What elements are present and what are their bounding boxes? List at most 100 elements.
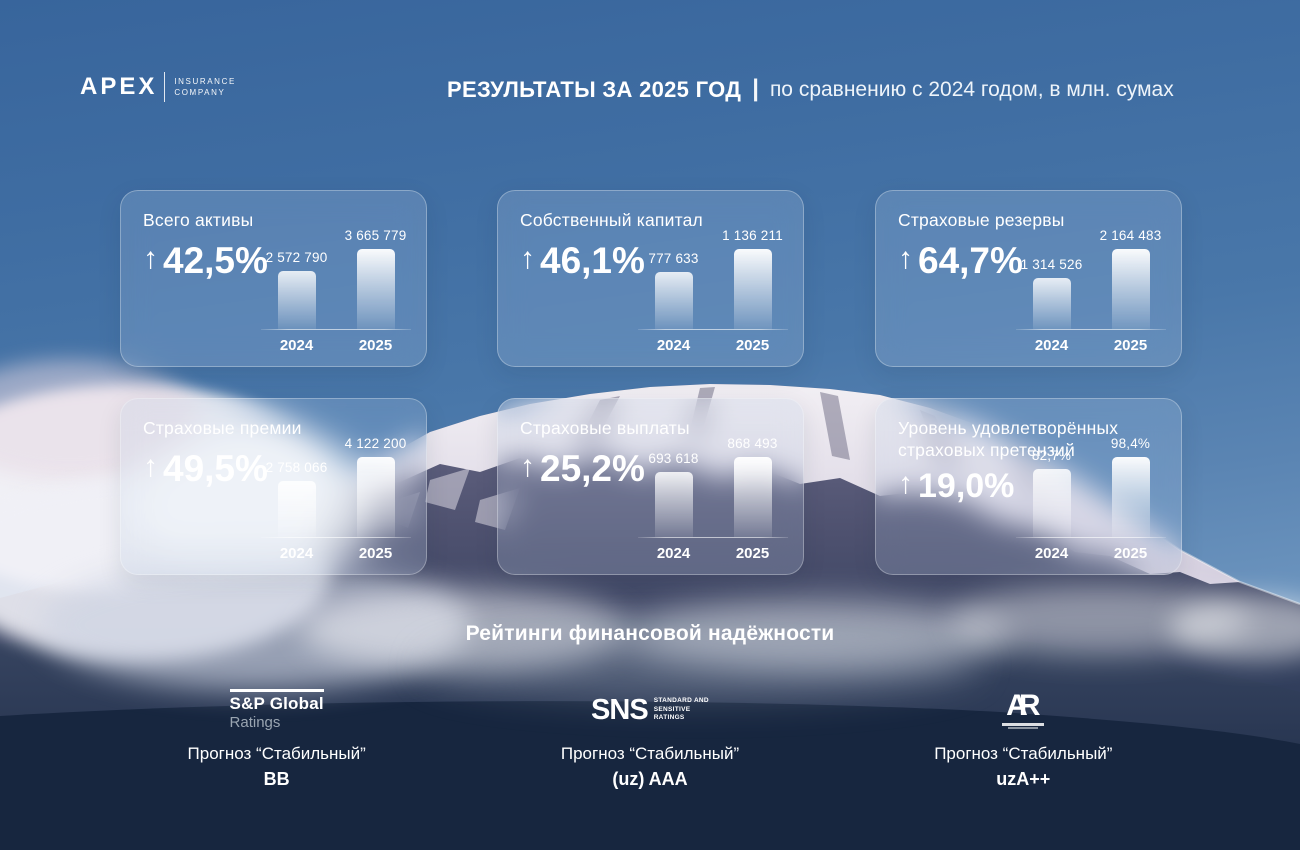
bar-group: 82,7% 98,4% — [1016, 431, 1166, 537]
delta-value: ↑ 64,7% — [898, 240, 1181, 282]
bar-value-label: 4 122 200 — [344, 435, 407, 451]
bar-column-2025: 98,4% — [1095, 436, 1166, 537]
bar-column-2025: 1 136 211 — [717, 228, 788, 329]
bar-column-2024: 82,7% — [1016, 448, 1087, 537]
bar-value-label: 1 314 526 — [1020, 256, 1083, 272]
rating-grade: BB — [263, 769, 290, 789]
bar-value-label: 693 618 — [648, 450, 699, 466]
bar-2024 — [277, 480, 316, 537]
chart-baseline — [261, 536, 411, 538]
delta-percent: 49,5% — [163, 448, 268, 490]
outlook-label: Прогноз “Стабильный” — [934, 744, 1113, 763]
ar-logo-letter-a: A — [1006, 689, 1028, 723]
year-label: 2024 — [279, 337, 314, 354]
card-title: Страховые выплаты — [520, 418, 690, 438]
rating-sp-global: S&P Global Ratings Прогноз “Стабильный” … — [90, 684, 463, 790]
year-label: 2024 — [1034, 545, 1069, 562]
sns-side-line1: STANDARD AND — [653, 697, 709, 705]
bar-group: 777 633 1 136 211 — [638, 223, 788, 329]
bar-2025 — [733, 456, 772, 537]
year-axis: 2024 2025 — [638, 538, 788, 562]
bar-2025 — [1111, 248, 1150, 329]
sns-logo-text: SNS — [591, 693, 649, 726]
bar-column-2025: 2 164 483 — [1095, 228, 1166, 329]
bar-chart: 82,7% 98,4% 2024 2025 — [1016, 431, 1166, 562]
bar-2025 — [733, 248, 772, 329]
bar-2024 — [654, 471, 693, 537]
delta-percent: 46,1% — [540, 240, 645, 282]
apex-logo: APEX INSURANCE COMPANY — [80, 72, 236, 102]
year-label: 2024 — [656, 337, 691, 354]
chart-baseline — [1016, 536, 1166, 538]
rating-grade: (uz) AAA — [612, 769, 688, 789]
metric-card-premiums: Страховые премии ↑ 49,5% 2 758 066 4 122… — [120, 398, 427, 575]
ar-logo-letter-r: R — [1018, 689, 1041, 723]
bar-chart: 777 633 1 136 211 2024 2025 — [638, 223, 788, 354]
apex-logo-subtitle: INSURANCE COMPANY — [174, 76, 236, 98]
bar-group: 693 618 868 493 — [638, 431, 788, 537]
year-label: 2025 — [358, 545, 393, 562]
bar-column-2024: 777 633 — [638, 251, 709, 329]
page-title: РЕЗУЛЬТАТЫ ЗА 2025 ГОД | по сравнению с … — [447, 75, 1174, 104]
rating-sns: SNS STANDARD AND SENSITIVE RATINGS Прогн… — [463, 684, 836, 790]
delta-value: ↑ 25,2% — [520, 448, 803, 490]
metric-card-equity: Собственный капитал ↑ 46,1% 777 633 1 13… — [497, 190, 804, 367]
year-label: 2024 — [1034, 337, 1069, 354]
bar-chart: 693 618 868 493 2024 2025 — [638, 431, 788, 562]
card-title: Уровень удовлетворённых страховых претен… — [898, 418, 1119, 461]
year-label: 2025 — [1113, 337, 1148, 354]
delta-percent: 19,0% — [918, 466, 1015, 505]
page-title-bold: РЕЗУЛЬТАТЫ ЗА 2025 ГОД — [447, 77, 742, 102]
ratings-heading: Рейтинги финансовой надёжности — [465, 622, 835, 645]
sns-side-line2: SENSITIVE — [653, 705, 691, 713]
year-label: 2024 — [656, 545, 691, 562]
bar-value-label: 82,7% — [1031, 447, 1072, 463]
metric-card-claims-satisfaction: Уровень удовлетворённых страховых претен… — [875, 398, 1182, 575]
bar-value-label: 2 572 790 — [265, 249, 328, 265]
year-label: 2024 — [279, 545, 314, 562]
sns-logo: SNS STANDARD AND SENSITIVE RATINGS — [591, 684, 709, 736]
delta-value: ↑ 49,5% — [143, 448, 426, 490]
bar-value-label: 868 493 — [727, 435, 778, 451]
bar-2024 — [654, 271, 693, 329]
chart-baseline — [1016, 328, 1166, 330]
page-title-subtitle: по сравнению с 2024 годом, в млн. сумах — [769, 78, 1174, 101]
bar-column-2025: 4 122 200 — [340, 436, 411, 537]
ar-logo: A R — [1002, 684, 1045, 736]
up-arrow-icon: ↑ — [143, 242, 158, 276]
title-separator: | — [752, 75, 759, 102]
outlook-label: Прогноз “Стабильный” — [560, 744, 740, 763]
bar-group: 2 758 066 4 122 200 — [261, 431, 411, 537]
bar-value-label: 1 136 211 — [722, 227, 783, 243]
metric-card-total-assets: Всего активы ↑ 42,5% 2 572 790 3 665 779… — [120, 190, 427, 367]
card-title: Всего активы — [143, 210, 254, 230]
year-axis: 2024 2025 — [1016, 538, 1166, 562]
apex-logo-sub-line1: INSURANCE — [174, 76, 236, 86]
year-label: 2025 — [358, 337, 393, 354]
rating-ar: A R Прогноз “Стабильный” uzA++ — [837, 684, 1210, 790]
bar-column-2024: 693 618 — [638, 451, 709, 537]
ratings-row: S&P Global Ratings Прогноз “Стабильный” … — [90, 684, 1210, 790]
outlook-label: Прогноз “Стабильный” — [187, 744, 366, 763]
metric-card-reserves: Страховые резервы ↑ 64,7% 1 314 526 2 16… — [875, 190, 1182, 367]
sns-logo-side-text: STANDARD AND SENSITIVE RATINGS — [654, 697, 709, 722]
sp-global-logo-text: S&P Global — [229, 689, 324, 714]
chart-baseline — [261, 328, 411, 330]
apex-logo-sub-line2: COMPANY — [174, 88, 226, 97]
card-title: Собственный капитал — [520, 210, 703, 230]
up-arrow-icon: ↑ — [898, 242, 913, 276]
chart-baseline — [638, 328, 788, 330]
bar-2025 — [356, 248, 395, 329]
rating-grade: uzA++ — [996, 769, 1051, 789]
bar-value-label: 2 758 066 — [265, 459, 328, 475]
delta-percent: 42,5% — [163, 240, 268, 282]
delta-percent: 64,7% — [918, 240, 1023, 282]
year-axis: 2024 2025 — [261, 538, 411, 562]
year-label: 2025 — [1113, 545, 1148, 562]
foreground-dark — [0, 701, 1300, 850]
sns-side-line3: RATINGS — [653, 714, 685, 722]
bar-column-2025: 3 665 779 — [340, 228, 411, 329]
delta-percent: 25,2% — [540, 448, 645, 490]
metric-card-payouts: Страховые выплаты ↑ 25,2% 693 618 868 49… — [497, 398, 804, 575]
bar-column-2025: 868 493 — [717, 436, 788, 537]
